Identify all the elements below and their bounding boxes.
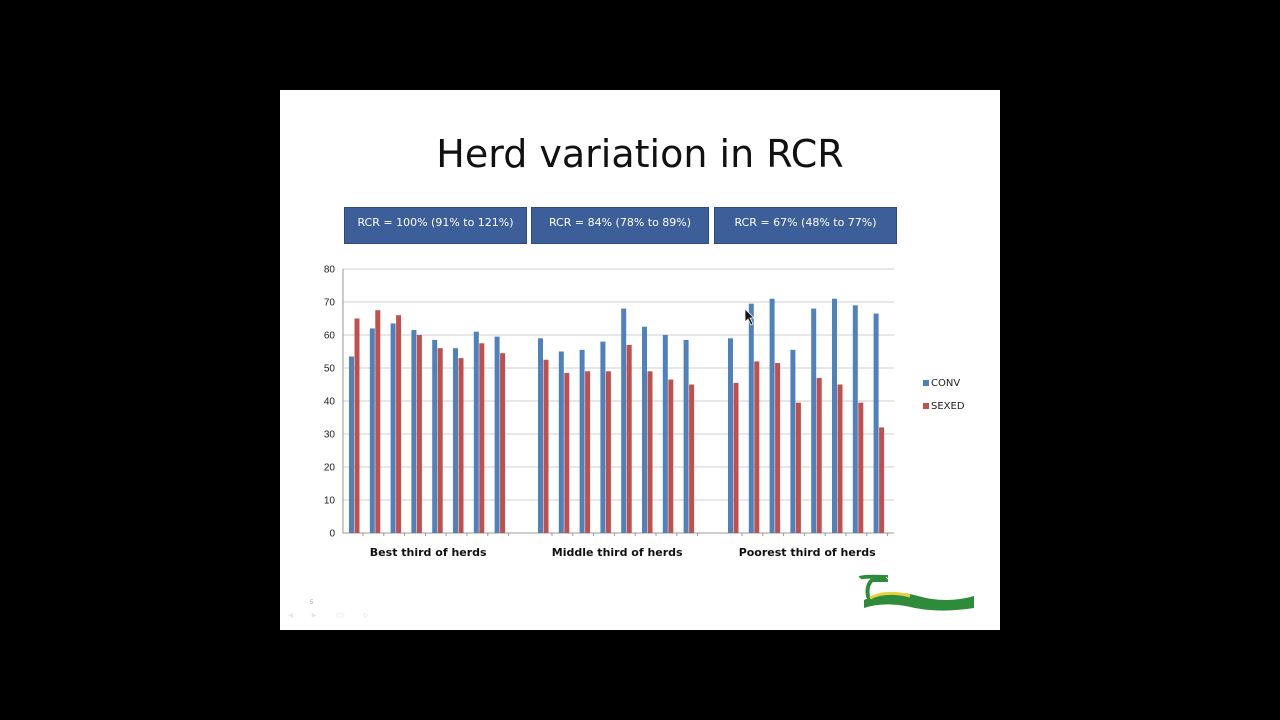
bar-sexed xyxy=(754,361,760,533)
bar-conv xyxy=(748,303,754,533)
bar-conv xyxy=(811,308,817,533)
bar-conv xyxy=(769,298,775,533)
y-tick-label: 60 xyxy=(324,331,336,342)
bar-sexed xyxy=(564,372,570,533)
bar-sexed xyxy=(733,382,739,533)
bar-sexed xyxy=(647,371,653,533)
bar-sexed xyxy=(795,402,801,533)
slide-nav-controls[interactable]: ◂ ▸ ▭ ▹ xyxy=(288,610,377,621)
bar-conv xyxy=(662,335,668,533)
mouse-cursor-icon xyxy=(744,308,755,326)
y-tick-label: 40 xyxy=(324,397,336,408)
bar-conv xyxy=(538,338,543,533)
legend-swatch xyxy=(923,403,929,409)
bar-sexed xyxy=(500,353,506,533)
bar-conv xyxy=(852,305,858,533)
rcr-box-middle: RCR = 84% (78% to 89%) xyxy=(531,207,709,244)
rcr-bar-chart: 0 10 20 30 40 50 60 70 80 Best third of herds Midd… xyxy=(324,265,965,560)
bar-conv xyxy=(642,326,647,533)
bar-sexed xyxy=(458,358,464,533)
bar-conv xyxy=(621,308,627,533)
bar-sexed xyxy=(437,348,443,533)
bar-conv xyxy=(411,330,417,533)
bar-sexed xyxy=(416,335,422,533)
bar-sexed xyxy=(837,384,843,533)
teagasc-logo xyxy=(858,574,975,611)
bar-sexed xyxy=(605,371,611,533)
bar-sexed xyxy=(689,384,695,533)
bar-conv xyxy=(558,351,564,533)
bar-conv xyxy=(453,348,458,533)
bar-sexed xyxy=(775,363,781,533)
legend-label: CONV xyxy=(931,378,960,389)
bar-sexed xyxy=(626,344,632,533)
bar-sexed xyxy=(375,310,381,533)
bar-conv xyxy=(579,349,585,533)
rcr-box-best: RCR = 100% (91% to 121%) xyxy=(344,207,527,244)
y-tick-label: 20 xyxy=(324,463,336,474)
bar-sexed xyxy=(479,343,485,533)
bar-conv xyxy=(832,298,837,533)
bar-conv xyxy=(473,331,479,533)
slide-title: Herd variation in RCR xyxy=(436,132,844,176)
y-tick-label: 10 xyxy=(324,496,336,507)
bar-conv xyxy=(683,339,689,533)
y-tick-label: 80 xyxy=(324,265,336,276)
bar-conv xyxy=(873,313,879,533)
bar-conv xyxy=(369,328,375,533)
y-tick-label: 50 xyxy=(324,364,336,375)
y-tick-label: 0 xyxy=(329,529,335,540)
bar-sexed xyxy=(354,318,360,533)
bar-conv xyxy=(728,338,733,533)
bar-sexed xyxy=(858,402,864,533)
bar-sexed xyxy=(816,377,822,533)
slide-number: 5 xyxy=(310,600,314,606)
y-tick-label: 30 xyxy=(324,430,336,441)
legend-label: SEXED xyxy=(931,401,965,412)
bar-conv xyxy=(600,341,606,533)
legend-swatch xyxy=(923,380,929,386)
slide: Herd variation in RCR RCR = 100% (91% to… xyxy=(280,90,1000,630)
bar-conv xyxy=(494,336,500,533)
x-group-label: Best third of herds xyxy=(370,546,487,559)
bar-sexed xyxy=(396,315,402,533)
x-group-label: Poorest third of herds xyxy=(739,546,876,559)
y-tick-label: 70 xyxy=(324,298,336,309)
bar-conv xyxy=(390,323,396,533)
bar-sexed xyxy=(543,359,549,533)
bar-sexed xyxy=(668,379,674,533)
bar-sexed xyxy=(585,371,591,533)
bar-conv xyxy=(432,339,438,533)
rcr-box-poorest: RCR = 67% (48% to 77%) xyxy=(714,207,897,244)
bar-conv xyxy=(790,349,796,533)
x-group-label: Middle third of herds xyxy=(552,546,683,559)
bar-conv xyxy=(349,356,354,533)
bar-sexed xyxy=(879,427,885,533)
